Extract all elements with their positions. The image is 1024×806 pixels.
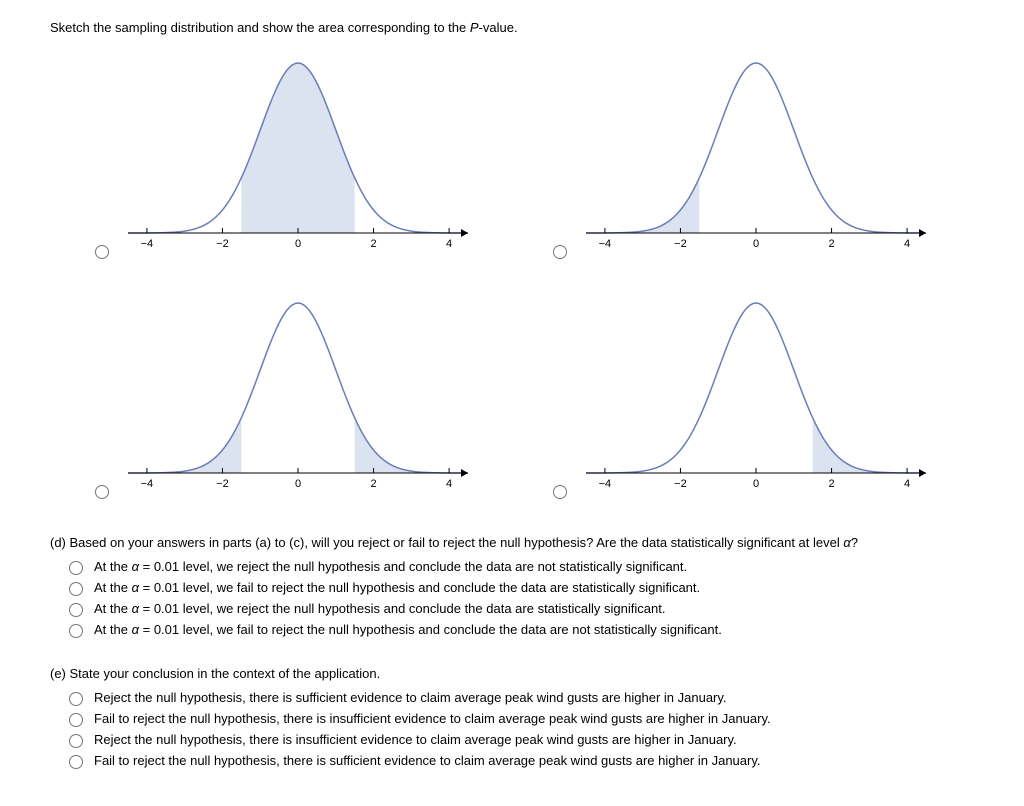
question-e-radio-2[interactable]: [69, 713, 83, 727]
question-d-option-label: At the α = 0.01 level, we fail to reject…: [94, 622, 722, 637]
question-e-option-1[interactable]: Reject the null hypothesis, there is suf…: [64, 689, 974, 706]
question-e-radio-3[interactable]: [69, 734, 83, 748]
svg-text:−4: −4: [141, 478, 154, 490]
question-d-option-label: At the α = 0.01 level, we reject the nul…: [94, 601, 665, 616]
chart-options-grid: −4 −2 0 2 4 −4 −2 0 2 4 −4 −2 0 2 4 −4 −2 0 2 4: [90, 55, 934, 495]
svg-text:0: 0: [753, 478, 759, 490]
svg-text:−4: −4: [599, 238, 612, 250]
instruction-text: Sketch the sampling distribution and sho…: [50, 20, 974, 35]
question-d-option-4[interactable]: At the α = 0.01 level, we fail to reject…: [64, 621, 974, 638]
question-d-block: (d) Based on your answers in parts (a) t…: [50, 535, 974, 638]
chart-svg-1: −4 −2 0 2 4: [118, 55, 478, 255]
chart-option-1[interactable]: −4 −2 0 2 4: [90, 55, 478, 255]
chart-radio-3[interactable]: [95, 485, 109, 499]
svg-text:4: 4: [446, 238, 452, 250]
svg-text:−2: −2: [674, 238, 687, 250]
svg-text:−4: −4: [141, 238, 154, 250]
question-d-radio-4[interactable]: [69, 624, 83, 638]
question-d-option-2[interactable]: At the α = 0.01 level, we fail to reject…: [64, 579, 974, 596]
question-e-block: (e) State your conclusion in the context…: [50, 666, 974, 769]
question-d-text: (d) Based on your answers in parts (a) t…: [50, 535, 974, 550]
chart-svg-2: −4 −2 0 2 4: [576, 55, 936, 255]
chart-svg-4: −4 −2 0 2 4: [576, 295, 936, 495]
question-e-option-label: Reject the null hypothesis, there is suf…: [94, 690, 727, 705]
question-e-text: (e) State your conclusion in the context…: [50, 666, 974, 681]
question-e-option-label: Fail to reject the null hypothesis, ther…: [94, 753, 761, 768]
question-d-option-label: At the α = 0.01 level, we fail to reject…: [94, 580, 700, 595]
question-d-radio-2[interactable]: [69, 582, 83, 596]
chart-radio-4[interactable]: [553, 485, 567, 499]
chart-radio-1[interactable]: [95, 245, 109, 259]
svg-text:2: 2: [370, 478, 376, 490]
question-e-option-3[interactable]: Reject the null hypothesis, there is ins…: [64, 731, 974, 748]
question-e-radio-4[interactable]: [69, 755, 83, 769]
svg-text:2: 2: [828, 478, 834, 490]
question-e-option-4[interactable]: Fail to reject the null hypothesis, ther…: [64, 752, 974, 769]
svg-text:0: 0: [295, 478, 301, 490]
svg-text:4: 4: [904, 478, 910, 490]
chart-svg-3: −4 −2 0 2 4: [118, 295, 478, 495]
question-e-option-label: Fail to reject the null hypothesis, ther…: [94, 711, 771, 726]
svg-text:−4: −4: [599, 478, 612, 490]
svg-text:4: 4: [446, 478, 452, 490]
svg-text:0: 0: [295, 238, 301, 250]
question-d-option-label: At the α = 0.01 level, we reject the nul…: [94, 559, 687, 574]
svg-text:−2: −2: [216, 478, 229, 490]
svg-text:4: 4: [904, 238, 910, 250]
question-e-radio-1[interactable]: [69, 692, 83, 706]
svg-text:−2: −2: [674, 478, 687, 490]
chart-option-2[interactable]: −4 −2 0 2 4: [548, 55, 936, 255]
svg-text:2: 2: [828, 238, 834, 250]
question-d-radio-3[interactable]: [69, 603, 83, 617]
svg-text:0: 0: [753, 238, 759, 250]
question-e-option-label: Reject the null hypothesis, there is ins…: [94, 732, 737, 747]
question-d-option-1[interactable]: At the α = 0.01 level, we reject the nul…: [64, 558, 974, 575]
svg-text:−2: −2: [216, 238, 229, 250]
question-d-radio-1[interactable]: [69, 561, 83, 575]
chart-radio-2[interactable]: [553, 245, 567, 259]
chart-option-4[interactable]: −4 −2 0 2 4: [548, 295, 936, 495]
question-e-option-2[interactable]: Fail to reject the null hypothesis, ther…: [64, 710, 974, 727]
question-d-option-3[interactable]: At the α = 0.01 level, we reject the nul…: [64, 600, 974, 617]
chart-option-3[interactable]: −4 −2 0 2 4: [90, 295, 478, 495]
svg-text:2: 2: [370, 238, 376, 250]
